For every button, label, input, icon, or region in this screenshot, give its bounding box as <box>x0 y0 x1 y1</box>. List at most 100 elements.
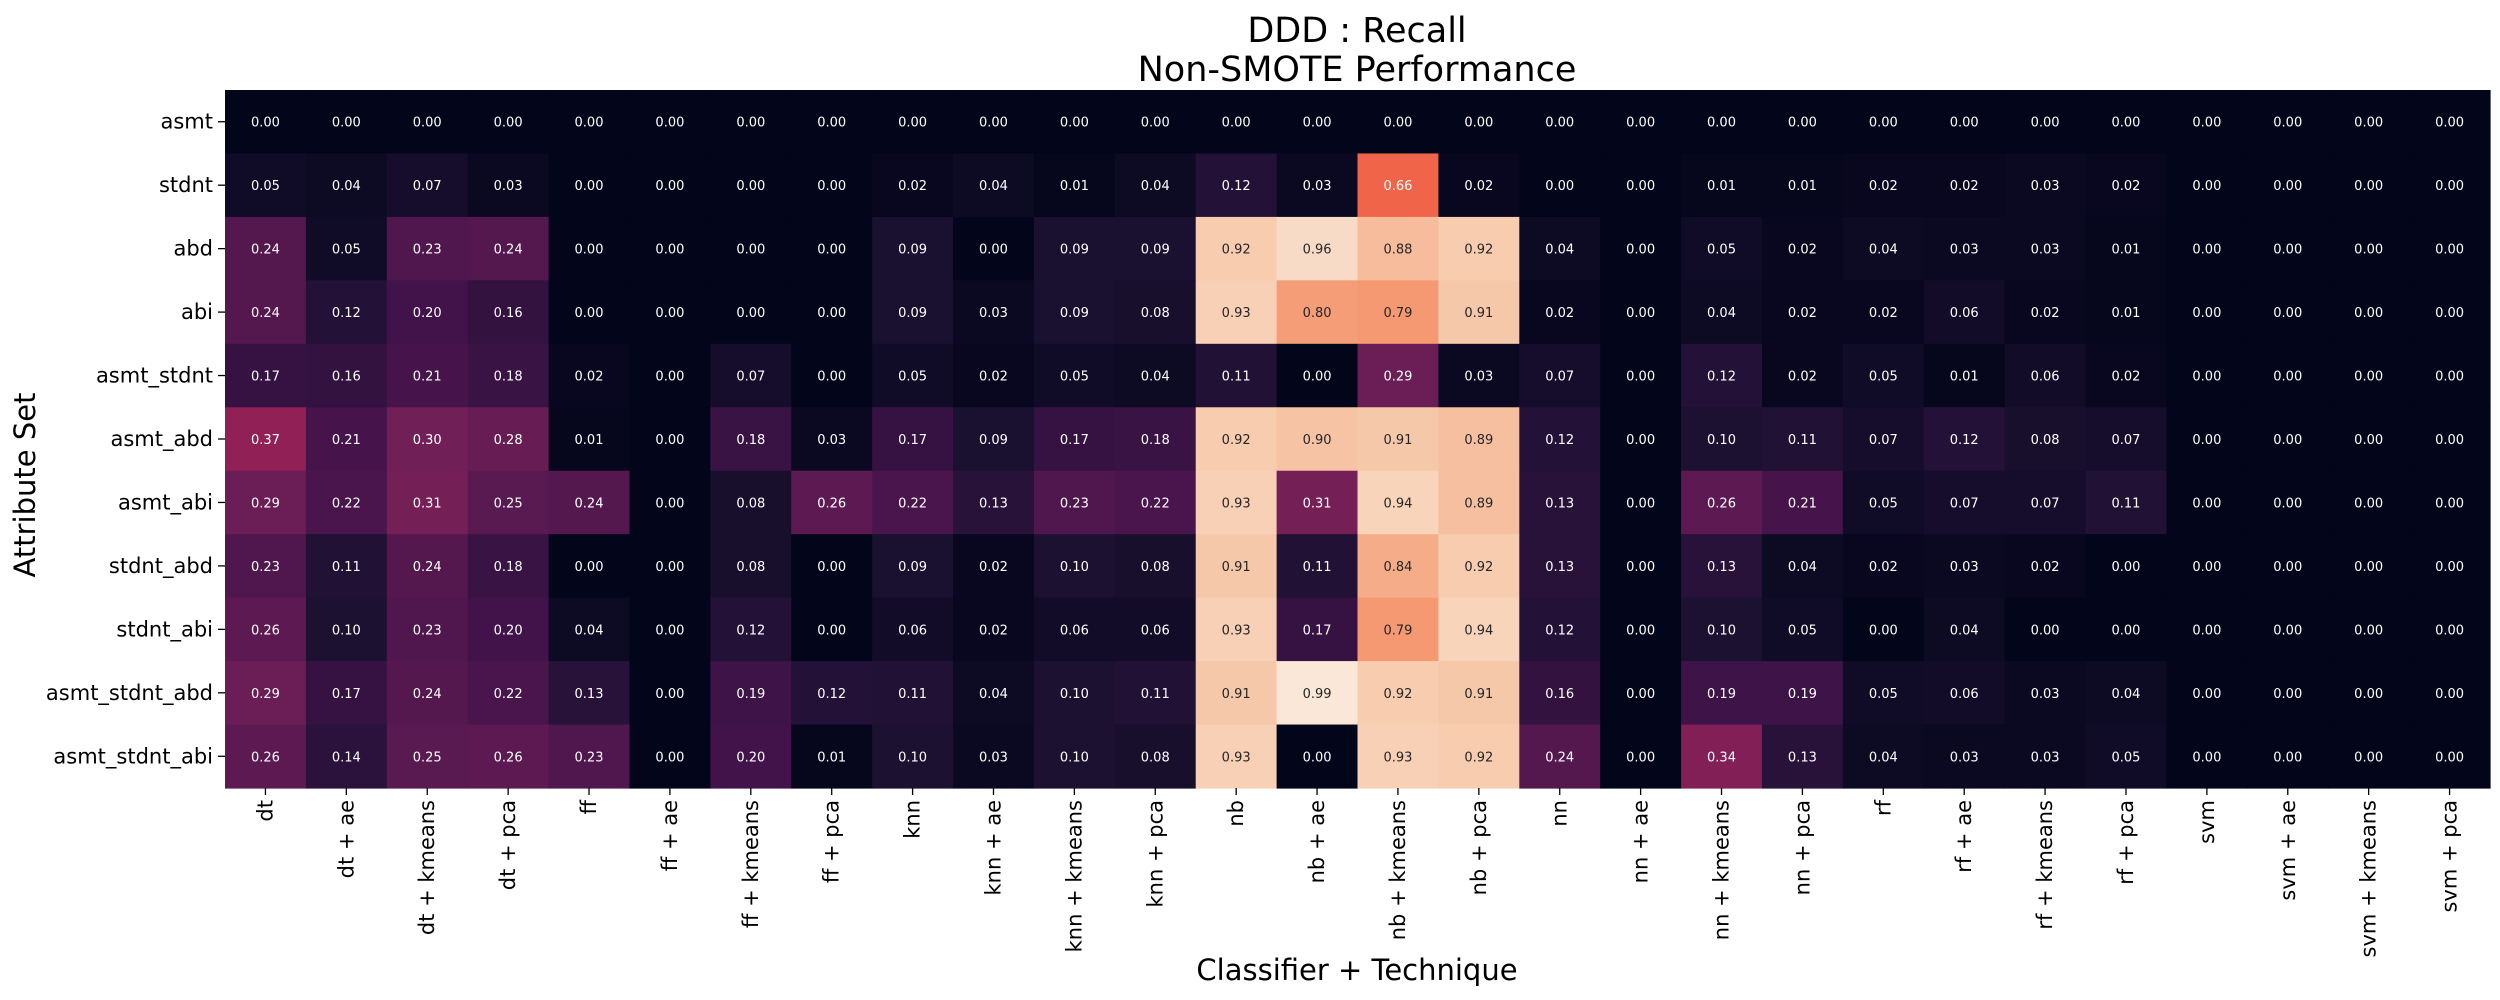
heatmap-cell <box>2166 407 2248 472</box>
cell-value-label: 0.00 <box>2435 116 2464 131</box>
cell-value-label: 0.00 <box>494 116 523 131</box>
heatmap-cell <box>2085 280 2168 345</box>
heatmap-cell <box>225 216 307 281</box>
cell-value-label: 0.03 <box>2031 243 2060 258</box>
heatmap-cell <box>548 597 631 662</box>
x-tick-label: ff + ae <box>658 800 682 871</box>
heatmap-cell <box>225 597 307 662</box>
cell-value-label: 0.00 <box>2354 243 2383 258</box>
x-tick-label: nb + ae <box>1305 800 1329 883</box>
cell-value-label: 0.00 <box>2192 306 2221 321</box>
cell-value-label: 0.02 <box>979 560 1008 575</box>
heatmap-cell <box>305 90 388 155</box>
heatmap-cell <box>2247 90 2329 155</box>
cell-value-label: 0.93 <box>1222 623 1251 638</box>
cell-value-label: 0.04 <box>1869 243 1898 258</box>
cell-value-label: 0.17 <box>332 687 361 702</box>
cell-value-label: 0.01 <box>2112 306 2141 321</box>
cell-value-label: 0.00 <box>2192 370 2221 385</box>
heatmap-cell <box>1438 534 1520 599</box>
cell-value-label: 0.00 <box>655 370 684 385</box>
heatmap-cells <box>225 90 2491 789</box>
heatmap-cell <box>305 216 388 281</box>
cell-value-label: 0.02 <box>1788 306 1817 321</box>
cell-value-label: 0.00 <box>2273 750 2302 765</box>
heatmap-cell <box>629 216 711 281</box>
x-axis-ticks: dt dt + ae dt + kmeans dt + pca ff ff + ae ff … <box>253 788 2462 957</box>
heatmap-cell <box>953 343 1035 408</box>
cell-value-label: 0.03 <box>1464 370 1493 385</box>
heatmap-cell <box>1114 597 1197 662</box>
cell-value-label: 0.00 <box>736 179 765 194</box>
cell-value-label: 0.00 <box>736 306 765 321</box>
cell-value-label: 0.09 <box>1141 243 1170 258</box>
cell-value-label: 0.00 <box>2192 496 2221 511</box>
heatmap-cell <box>2328 407 2410 472</box>
cell-value-label: 0.20 <box>736 750 765 765</box>
heatmap-cell <box>1276 597 1359 662</box>
cell-value-label: 0.05 <box>1060 370 1089 385</box>
heatmap-cell <box>2247 216 2329 281</box>
heatmap-cell <box>1195 661 1278 726</box>
heatmap-cell <box>1600 470 1682 535</box>
heatmap-cell <box>1195 470 1278 535</box>
cell-value-label: 0.26 <box>251 623 280 638</box>
cell-value-label: 0.12 <box>736 623 765 638</box>
heatmap-cell <box>548 470 631 535</box>
cell-value-label: 0.04 <box>1788 560 1817 575</box>
cell-value-label: 0.03 <box>2031 179 2060 194</box>
cell-value-label: 0.88 <box>1383 243 1412 258</box>
heatmap-cell <box>1033 343 1116 408</box>
cell-value-label: 0.02 <box>1869 306 1898 321</box>
heatmap-cell <box>225 153 307 218</box>
y-axis-ticks: asmt stdnt abd abi asmt_stdnt asmt_abd asmt_ab… <box>46 110 225 769</box>
y-axis-label: Attribute Set <box>8 393 42 578</box>
heatmap-cell <box>225 724 307 789</box>
heatmap-cell <box>467 597 550 662</box>
cell-value-label: 0.04 <box>2112 687 2141 702</box>
heatmap-cell <box>2247 280 2329 345</box>
heatmap-cell <box>629 661 711 726</box>
cell-value-label: 0.25 <box>413 750 442 765</box>
cell-value-label: 0.03 <box>979 750 1008 765</box>
heatmap-cell <box>1438 216 1520 281</box>
heatmap-cell <box>1357 153 1439 218</box>
heatmap-cell <box>2409 597 2491 662</box>
cell-value-label: 0.04 <box>1707 306 1736 321</box>
x-tick-label: dt + kmeans <box>415 800 439 935</box>
heatmap-cell <box>1033 90 1116 155</box>
heatmap-cell <box>1842 470 1925 535</box>
heatmap-cell <box>1842 153 1925 218</box>
heatmap-cell <box>467 661 550 726</box>
heatmap-cell <box>710 661 792 726</box>
heatmap-cell <box>1276 661 1359 726</box>
heatmap-cell <box>2166 661 2248 726</box>
heatmap-cell <box>791 280 873 345</box>
cell-value-label: 0.08 <box>736 496 765 511</box>
cell-value-label: 0.31 <box>1303 496 1332 511</box>
cell-value-label: 0.00 <box>2435 560 2464 575</box>
cell-value-label: 0.00 <box>1383 116 1412 131</box>
heatmap-cell <box>2328 343 2410 408</box>
cell-value-label: 0.05 <box>332 243 361 258</box>
heatmap-cell <box>2409 90 2491 155</box>
cell-value-label: 0.00 <box>655 116 684 131</box>
heatmap-cell <box>1600 661 1682 726</box>
heatmap-cell <box>2085 90 2168 155</box>
heatmap-cell <box>1761 534 1844 599</box>
cell-value-label: 0.13 <box>979 496 1008 511</box>
heatmap-cell <box>2085 153 2168 218</box>
heatmap-cell <box>1033 470 1116 535</box>
heatmap-cell <box>1276 470 1359 535</box>
heatmap-cell <box>2409 216 2491 281</box>
heatmap-cell <box>1519 724 1601 789</box>
heatmap-cell <box>2247 343 2329 408</box>
heatmap-cell <box>1195 343 1278 408</box>
heatmap-cell <box>1114 407 1197 472</box>
cell-value-label: 0.23 <box>413 243 442 258</box>
cell-value-label: 0.00 <box>1869 623 1898 638</box>
heatmap-cell <box>1033 661 1116 726</box>
cell-value-label: 0.00 <box>2435 179 2464 194</box>
cell-value-label: 0.99 <box>1303 687 1332 702</box>
